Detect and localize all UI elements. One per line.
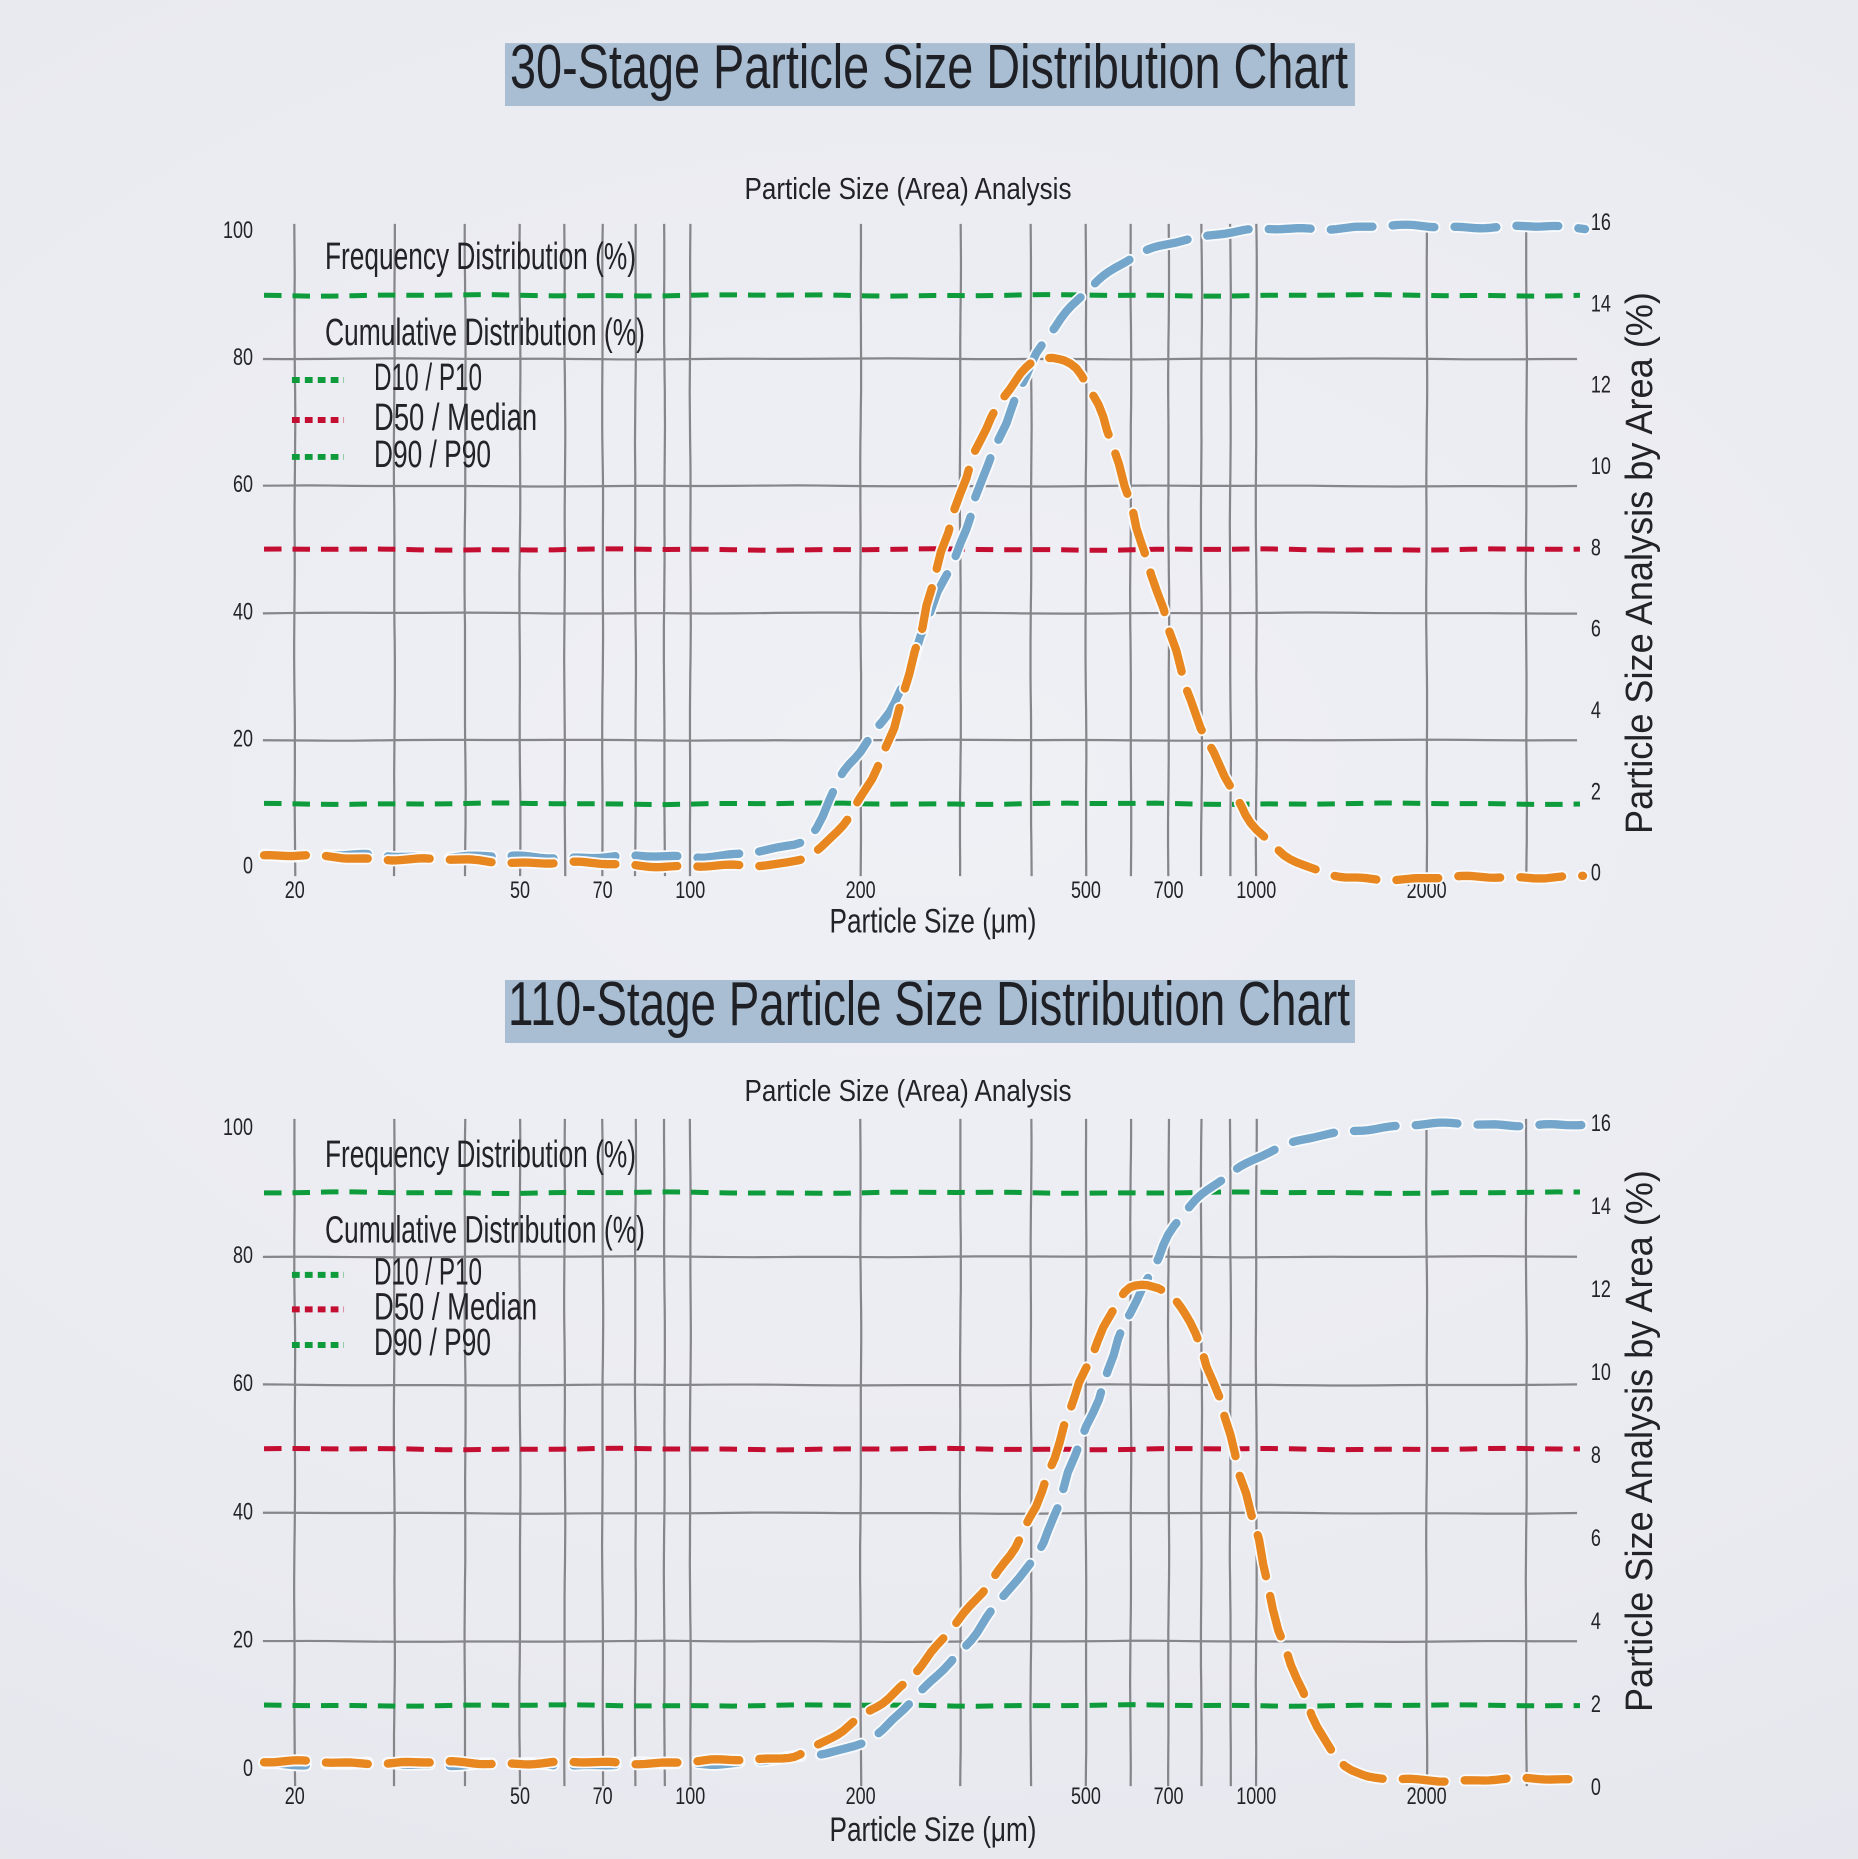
svg-text:500: 500 [1071,877,1101,904]
svg-text:D50 / Median: D50 / Median [374,397,537,439]
svg-text:20: 20 [285,877,305,904]
svg-text:0: 0 [243,852,253,879]
svg-text:Frequency Distribution (%): Frequency Distribution (%) [325,236,636,278]
svg-text:4: 4 [1591,1608,1601,1635]
svg-text:12: 12 [1591,372,1611,399]
svg-text:200: 200 [846,877,876,904]
svg-text:12: 12 [1591,1276,1611,1303]
svg-text:14: 14 [1591,290,1611,317]
svg-text:20: 20 [285,1783,305,1810]
svg-text:0: 0 [1591,860,1601,887]
svg-text:Particle Size (μm): Particle Size (μm) [830,903,1037,941]
svg-text:16: 16 [1591,209,1611,236]
svg-text:40: 40 [233,598,253,625]
svg-text:2000: 2000 [1407,1783,1447,1810]
svg-text:60: 60 [233,1370,253,1397]
svg-text:0: 0 [1591,1774,1601,1801]
svg-text:700: 700 [1154,1783,1184,1810]
svg-text:110-Stage Particle Size Distri: 110-Stage Particle Size Distribution Cha… [508,970,1350,1039]
svg-text:60: 60 [233,471,253,498]
svg-text:20: 20 [233,725,253,752]
svg-text:8: 8 [1591,534,1601,561]
svg-text:D50 / Median: D50 / Median [374,1286,537,1328]
svg-text:2: 2 [1591,1691,1601,1718]
svg-text:Particle Size Analysis by Area: Particle Size Analysis by Area (%) [1619,292,1661,834]
svg-text:50: 50 [510,1783,530,1810]
svg-text:Particle Size Analysis by Area: Particle Size Analysis by Area (%) [1619,1170,1661,1712]
svg-text:10: 10 [1591,453,1611,480]
svg-text:1000: 1000 [1236,877,1276,904]
svg-text:100: 100 [223,217,253,244]
svg-text:100: 100 [675,1783,705,1810]
svg-text:D10 / P10: D10 / P10 [374,357,482,399]
svg-text:Particle Size (Area) Analysis: Particle Size (Area) Analysis [745,171,1072,206]
svg-text:100: 100 [675,877,705,904]
svg-text:80: 80 [233,344,253,371]
svg-text:70: 70 [593,877,613,904]
svg-text:Frequency Distribution (%): Frequency Distribution (%) [325,1134,636,1176]
svg-text:14: 14 [1591,1193,1611,1220]
svg-text:16: 16 [1591,1110,1611,1137]
svg-text:40: 40 [233,1498,253,1525]
svg-text:6: 6 [1591,1525,1601,1552]
svg-text:80: 80 [233,1242,253,1269]
svg-text:D10 / P10: D10 / P10 [374,1252,482,1294]
svg-text:8: 8 [1591,1442,1601,1469]
svg-text:Particle Size (Area) Analysis: Particle Size (Area) Analysis [745,1073,1072,1108]
svg-text:Particle Size (μm): Particle Size (μm) [830,1811,1037,1849]
svg-text:4: 4 [1591,697,1601,724]
svg-text:Cumulative Distribution (%): Cumulative Distribution (%) [325,1210,645,1252]
svg-text:1000: 1000 [1236,1783,1276,1810]
svg-text:D90 / P90: D90 / P90 [374,434,491,476]
svg-text:2: 2 [1591,778,1601,805]
svg-text:100: 100 [223,1114,253,1141]
svg-text:700: 700 [1154,877,1184,904]
svg-text:D90 / P90: D90 / P90 [374,1322,491,1364]
svg-text:30-Stage Particle Size Distrib: 30-Stage Particle Size Distribution Char… [510,33,1348,102]
svg-text:70: 70 [593,1783,613,1810]
svg-text:50: 50 [510,877,530,904]
svg-text:Cumulative Distribution (%): Cumulative Distribution (%) [325,312,645,354]
svg-text:0: 0 [243,1755,253,1782]
svg-text:6: 6 [1591,616,1601,643]
svg-text:200: 200 [846,1783,876,1810]
svg-text:500: 500 [1071,1783,1101,1810]
svg-text:10: 10 [1591,1359,1611,1386]
svg-text:20: 20 [233,1627,253,1654]
